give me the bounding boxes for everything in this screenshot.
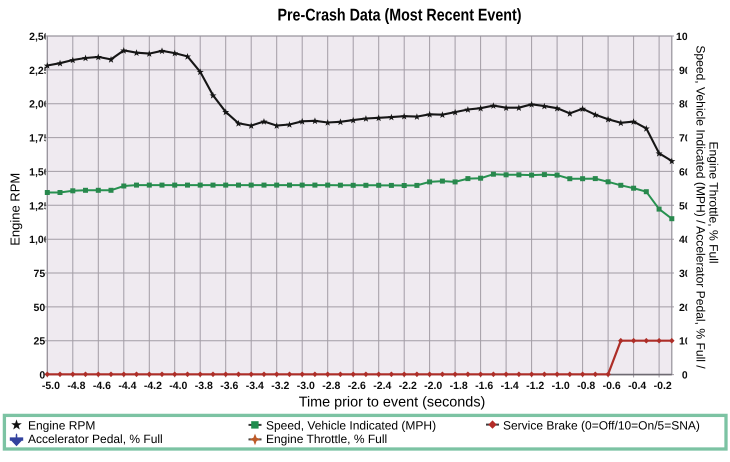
svg-text:750: 750 <box>34 268 52 280</box>
svg-text:-5.0: -5.0 <box>42 380 60 392</box>
svg-text:1,000: 1,000 <box>29 234 55 246</box>
svg-text:-1.2: -1.2 <box>526 380 544 392</box>
svg-text:-4.8: -4.8 <box>67 380 85 392</box>
svg-text:2,500: 2,500 <box>29 31 55 43</box>
svg-text:-1.6: -1.6 <box>475 380 493 392</box>
svg-text:1,750: 1,750 <box>29 133 55 145</box>
svg-text:-0.2: -0.2 <box>654 380 672 392</box>
svg-text:Engine Throttle, % Full: Engine Throttle, % Full <box>706 141 720 263</box>
svg-text:-4.2: -4.2 <box>144 380 162 392</box>
svg-text:-3.0: -3.0 <box>297 380 315 392</box>
svg-text:Speed, Vehicle Indicated (MPH): Speed, Vehicle Indicated (MPH) / Acceler… <box>694 45 708 369</box>
svg-text:70: 70 <box>679 133 691 145</box>
svg-text:Pre-Crash Data (Most Recent Ev: Pre-Crash Data (Most Recent Event) <box>278 6 522 25</box>
svg-text:Speed, Vehicle Indicated (MPH): Speed, Vehicle Indicated (MPH) <box>266 419 436 433</box>
svg-text:Accelerator Pedal, % Full: Accelerator Pedal, % Full <box>28 432 163 446</box>
svg-text:30: 30 <box>679 268 691 280</box>
svg-text:Time prior to event (seconds): Time prior to event (seconds) <box>299 394 486 410</box>
svg-text:90: 90 <box>679 65 691 77</box>
svg-text:1,250: 1,250 <box>29 200 55 212</box>
svg-text:2,250: 2,250 <box>29 65 55 77</box>
svg-text:-2.2: -2.2 <box>399 380 417 392</box>
svg-text:-4.6: -4.6 <box>93 380 111 392</box>
svg-text:50: 50 <box>679 200 691 212</box>
svg-text:-3.4: -3.4 <box>246 380 264 392</box>
svg-text:Engine Throttle, % Full: Engine Throttle, % Full <box>266 432 387 446</box>
svg-text:1,500: 1,500 <box>29 166 55 178</box>
svg-text:-1.4: -1.4 <box>501 380 519 392</box>
svg-text:-2.8: -2.8 <box>322 380 340 392</box>
svg-text:0: 0 <box>39 370 45 382</box>
svg-text:-2.0: -2.0 <box>424 380 442 392</box>
svg-text:-2.6: -2.6 <box>348 380 366 392</box>
svg-text:-0.8: -0.8 <box>577 380 595 392</box>
svg-text:-1.8: -1.8 <box>450 380 468 392</box>
svg-text:Service Brake (0=Off/10=On/5=S: Service Brake (0=Off/10=On/5=SNA) <box>503 419 700 433</box>
svg-text:-4.4: -4.4 <box>118 380 136 392</box>
svg-text:-0.4: -0.4 <box>628 380 646 392</box>
svg-text:60: 60 <box>679 166 691 178</box>
svg-text:500: 500 <box>34 302 52 314</box>
svg-text:Engine RPM: Engine RPM <box>28 419 95 433</box>
svg-text:2,000: 2,000 <box>29 99 55 111</box>
svg-text:-3.2: -3.2 <box>271 380 289 392</box>
svg-text:-4.0: -4.0 <box>169 380 187 392</box>
svg-text:-3.6: -3.6 <box>220 380 238 392</box>
svg-text:-1.0: -1.0 <box>552 380 570 392</box>
svg-text:-2.4: -2.4 <box>373 380 391 392</box>
svg-text:-3.8: -3.8 <box>195 380 213 392</box>
svg-text:10: 10 <box>679 336 691 348</box>
svg-text:20: 20 <box>679 302 691 314</box>
svg-text:40: 40 <box>679 234 691 246</box>
svg-text:250: 250 <box>34 336 52 348</box>
svg-text:-0.6: -0.6 <box>603 380 621 392</box>
svg-text:80: 80 <box>679 99 691 111</box>
svg-text:0: 0 <box>682 370 688 382</box>
svg-text:100: 100 <box>676 31 694 43</box>
svg-text:Engine RPM: Engine RPM <box>7 173 22 246</box>
